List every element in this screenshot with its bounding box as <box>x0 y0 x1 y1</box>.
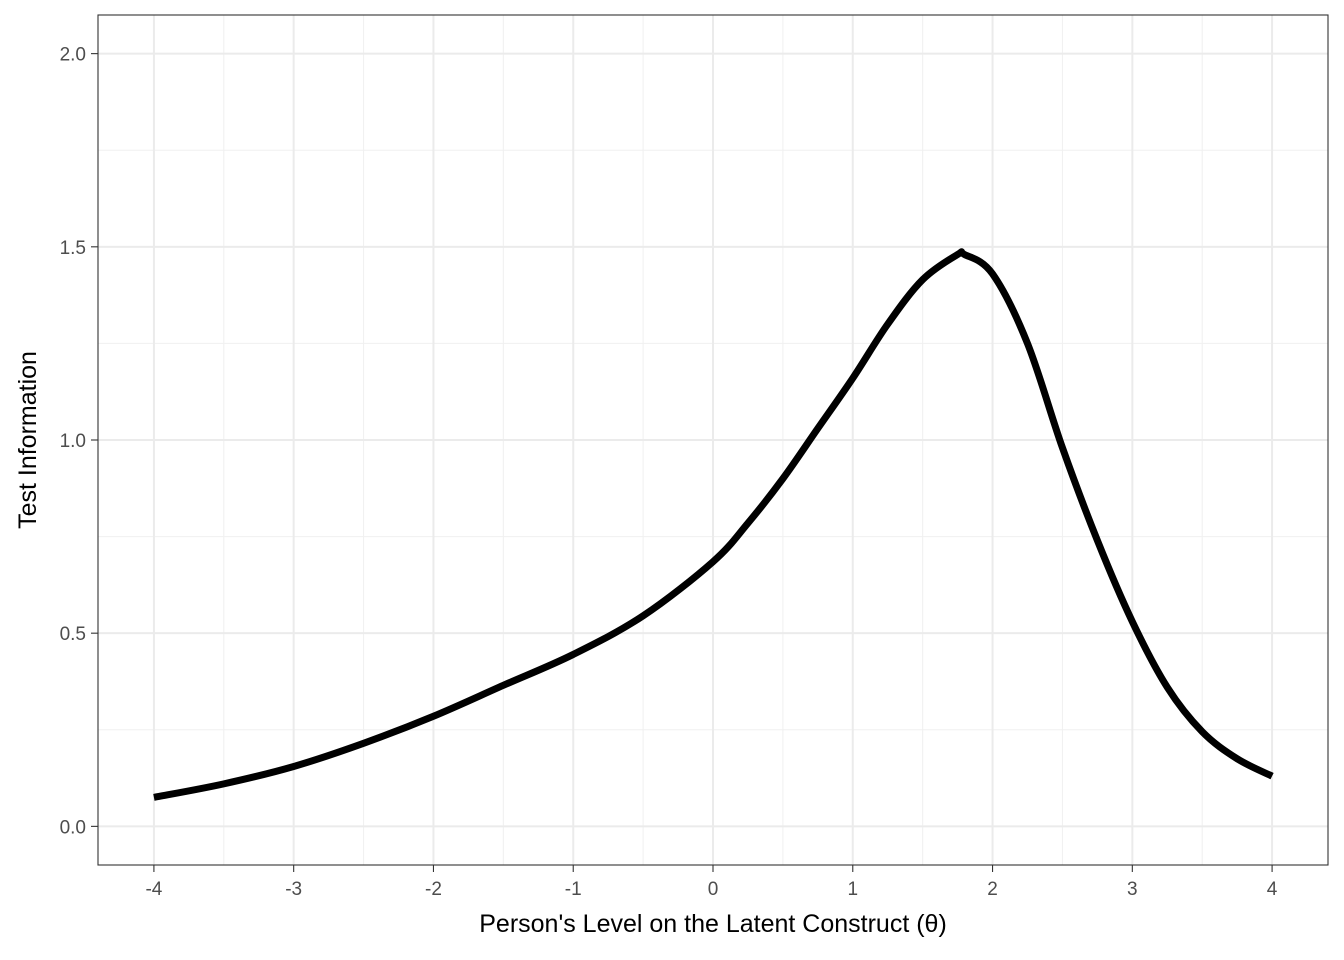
y-tick-label: 0.0 <box>60 817 86 838</box>
x-tick-label: 2 <box>987 879 998 900</box>
y-tick-label: 0.5 <box>60 624 86 645</box>
x-axis: -4 -3 -2 -1 0 1 2 3 4 <box>145 865 1278 900</box>
y-axis-title: Test Information <box>14 351 42 529</box>
x-tick-label: -1 <box>565 879 582 900</box>
x-tick-label: -4 <box>145 879 162 900</box>
x-tick-label: 4 <box>1267 879 1278 900</box>
x-tick-label: -3 <box>285 879 302 900</box>
y-axis: 0.0 0.5 1.0 1.5 2.0 <box>60 45 98 838</box>
major-gridlines <box>98 15 1328 865</box>
x-axis-title: Person's Level on the Latent Construct (… <box>479 910 947 938</box>
y-tick-label: 1.5 <box>60 238 86 259</box>
x-tick-label: 0 <box>708 879 719 900</box>
test-information-curve <box>153 248 1274 801</box>
x-tick-label: -2 <box>425 879 442 900</box>
series-layer <box>153 248 1274 801</box>
y-tick-label: 1.0 <box>60 431 86 452</box>
y-tick-label: 2.0 <box>60 45 86 66</box>
x-tick-label: 3 <box>1127 879 1138 900</box>
x-tick-label: 1 <box>847 879 858 900</box>
